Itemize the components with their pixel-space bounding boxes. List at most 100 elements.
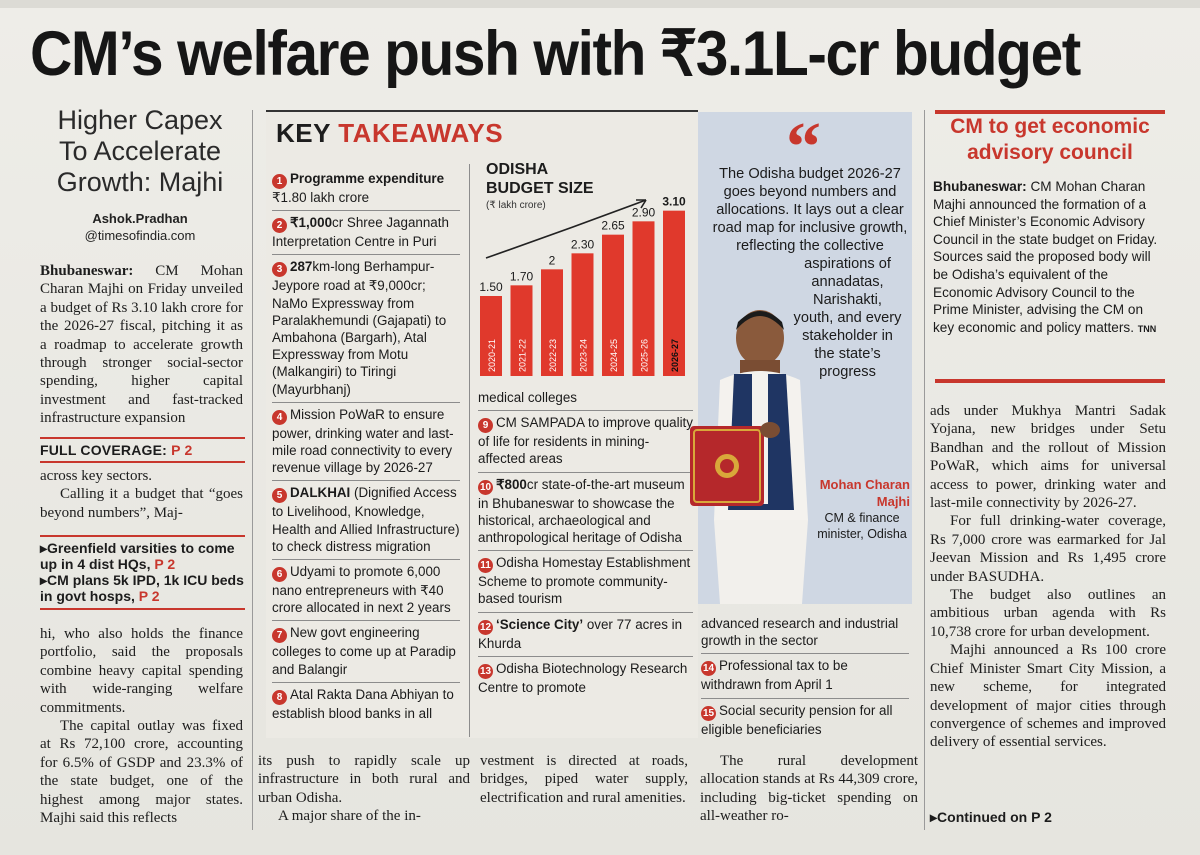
item-bold: DALKHAI (290, 485, 351, 501)
bar-2021-22 (510, 285, 533, 376)
lead-paragraph-2: across key sectors. Calling it a budget … (40, 467, 243, 522)
story-column-bottom-2: vestment is directed at roads, bridges, … (480, 753, 688, 806)
category-label: 2026-27 (670, 339, 680, 372)
takeaway-item: 8 Atal Rakta Dana Abhiyan to establish bl… (272, 683, 460, 726)
trend-arrow (485, 199, 647, 259)
item-number: 11 (478, 558, 493, 574)
takeaway-item: 5 DALKHAI (Dignified Access to Livelihood… (272, 481, 460, 561)
item-text: (Dignified Access to Livelihood, Knowled… (272, 485, 460, 554)
cm-photo (690, 310, 808, 604)
item-number: 9 (478, 418, 493, 434)
kt-title-1: KEY (276, 118, 331, 148)
full-coverage-label: FULL COVERAGE: (40, 442, 167, 458)
category-label: 2021-22 (518, 339, 528, 372)
bar-2025-26 (632, 221, 655, 376)
item-bold: 287 (290, 259, 313, 275)
lead-paragraph-3: hi, who also holds the finance portfolio… (40, 625, 243, 827)
item-text: medical colleges (478, 390, 577, 405)
lead-paragraph-1: Bhubaneswar: CM Mohan Charan Majhi on Fr… (40, 262, 243, 428)
continued-text: Continued on P 2 (937, 809, 1052, 825)
item-number: 2 (272, 218, 287, 234)
dateline: Bhubaneswar: (40, 263, 134, 279)
item-number: 1 (272, 174, 287, 189)
value-label: 1.50 (479, 280, 503, 294)
category-label: 2022-23 (548, 339, 558, 372)
byline-handle: @timesofindia.com (84, 228, 196, 243)
full-coverage-pointer[interactable]: FULL COVERAGE: P 2 (40, 437, 245, 463)
lead-text-2b: Calling it a budget that “goes beyond nu… (40, 486, 243, 521)
item-text: advanced research and industrial growth … (701, 616, 899, 649)
bottom-text-1a: its push to rapidly scale up infrastruct… (258, 753, 470, 806)
quote-name: Mohan Charan Majhi (819, 477, 910, 509)
bar-2026-27 (663, 210, 685, 376)
kt-title-2: TAKEAWAYS (338, 118, 504, 148)
story-pointers: ▸Greenfield varsities to come up in 4 di… (40, 535, 245, 610)
sidebar-body: Bhubaneswar: CM Mohan Charan Majhi annou… (933, 178, 1163, 338)
pointer-1[interactable]: ▸Greenfield varsities to come up in 4 di… (40, 540, 235, 572)
story-column-bottom-3: The rural development allocation stands … (700, 753, 918, 825)
bar-2023-24 (571, 253, 594, 376)
sidebar-rule (935, 379, 1165, 383)
item-text: ₹1.80 lakh crore (272, 190, 370, 205)
item-text: Mission PoWaR to ensure power, drinking … (272, 406, 454, 476)
category-label: 2023-24 (579, 339, 589, 372)
pointer-2[interactable]: ▸CM plans 5k IPD, 1k ICU beds in govt ho… (40, 572, 244, 604)
item-text: Atal Rakta Dana Abhiyan to establish blo… (272, 686, 454, 721)
takeaway-item: 9 CM SAMPADA to improve quality of life f… (478, 411, 693, 473)
takeaway-item: 4 Mission PoWaR to ensure power, drinking… (272, 403, 460, 482)
takeaway-item: medical colleges (478, 386, 693, 412)
item-number: 4 (272, 409, 287, 425)
column-rule (924, 110, 925, 830)
pointer-2-text: CM plans 5k IPD, 1k ICU beds in govt hos… (40, 572, 244, 604)
quote-mark: “ (786, 109, 821, 186)
kicker: Higher Capex To Accelerate Growth: Majhi (56, 105, 224, 197)
value-label: 2.65 (601, 219, 625, 233)
takeaway-item: 14 Professional tax to be withdrawn from … (701, 654, 909, 699)
item-text: Social security pension for all eligible… (701, 702, 893, 737)
takeaways-column-c: advanced research and industrial growth … (701, 612, 909, 742)
takeaway-item: 11 Odisha Homestay Establishment Scheme t… (478, 551, 693, 613)
item-bold: ₹800 (496, 476, 527, 492)
item-number: 14 (701, 661, 716, 677)
takeaways-column-b: medical colleges 9 CM SAMPADA to improve … (478, 386, 693, 700)
item-number: 7 (272, 628, 287, 644)
sidebar-credit: TNN (1137, 323, 1157, 334)
takeaway-item: 1 Programme expenditure ₹1.80 lakh crore (272, 167, 460, 212)
takeaways-column-a: 1 Programme expenditure ₹1.80 lakh crore 2… (272, 167, 460, 726)
item-text: CM SAMPADA to improve quality of life fo… (478, 415, 693, 467)
quote-role: CM & finance minister, Odisha (817, 511, 907, 541)
story-column-right: ads under Mukhya Mantri Sadak Yojana, ne… (930, 402, 1166, 752)
lead-text-1: CM Mohan Charan Majhi on Friday unveiled… (40, 263, 244, 427)
lead-text-2a: across key sectors. (40, 468, 153, 484)
chart-subtitle: (₹ lakh crore) (486, 200, 546, 211)
item-number: 12 (478, 619, 493, 635)
right-text-1: ads under Mukhya Mantri Sadak Yojana, ne… (930, 403, 1166, 512)
item-number: 13 (478, 663, 493, 679)
lead-text-4: The capital outlay was fixed at Rs 72,10… (40, 718, 243, 827)
sidebar-title: CM to get economic advisory council (935, 110, 1165, 166)
story-column-bottom-1: its push to rapidly scale up infrastruct… (258, 752, 470, 826)
value-label: 1.70 (510, 269, 534, 283)
quote-text: The Odisha budget 2026-27 goes beyond nu… (712, 165, 908, 381)
item-number: 3 (272, 262, 287, 278)
takeaway-item: 12 ‘Science City’ over 77 acres in Khurda (478, 613, 693, 657)
key-takeaways-title: KEY TAKEAWAYS (276, 118, 503, 149)
item-text: Odisha Homestay Establishment Scheme to … (478, 555, 691, 607)
bar-2022-23 (541, 269, 563, 376)
pointer-2-page: P 2 (138, 588, 160, 604)
item-text: Udyami to promote 6,000 nano entrepreneu… (272, 564, 451, 616)
value-label: 2.30 (571, 237, 595, 251)
lead-text-3: hi, who also holds the finance portfolio… (40, 626, 243, 716)
takeaway-item: 13 Odisha Biotechnology Research Centre t… (478, 657, 693, 700)
continued-pointer[interactable]: ▸Continued on P 2 (930, 809, 1052, 825)
bar-2024-25 (602, 234, 624, 376)
takeaway-item: 6 Udyami to promote 6,000 nano entreprene… (272, 560, 460, 622)
takeaway-item: 15 Social security pension for all eligib… (701, 699, 909, 742)
byline-name: Ashok.Pradhan (92, 211, 188, 226)
item-bold: Programme expenditure (290, 171, 445, 186)
item-text: cr state-of-the-art museum in Bhubaneswa… (478, 476, 685, 546)
item-text: Professional tax to be withdrawn from Ap… (701, 658, 848, 693)
bar-2020-21 (480, 296, 502, 376)
pointer-1-text: Greenfield varsities to come up in 4 dis… (40, 540, 235, 572)
byline: Ashok.Pradhan @timesofindia.com (40, 210, 240, 244)
